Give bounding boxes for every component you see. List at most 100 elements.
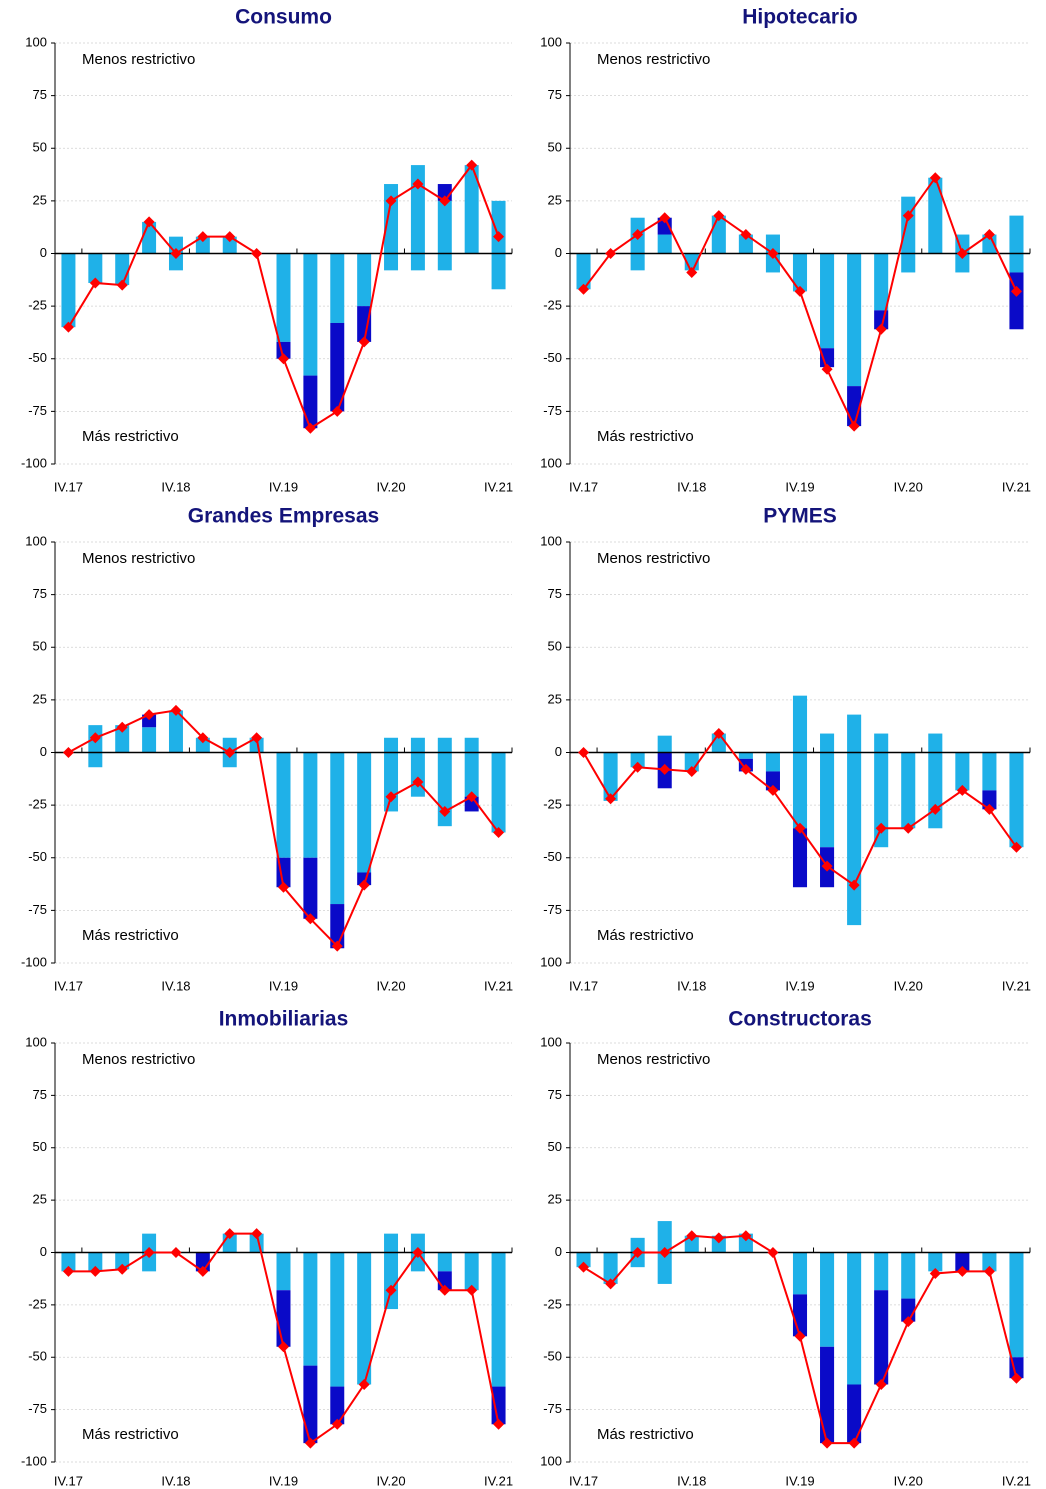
x-tick-label: IV.21 bbox=[484, 479, 513, 494]
y-tick-label: 100 bbox=[25, 533, 47, 548]
marker bbox=[794, 285, 806, 297]
bar bbox=[491, 1386, 506, 1425]
marker bbox=[983, 803, 995, 815]
x-tick-label: IV.21 bbox=[1002, 978, 1031, 993]
bar bbox=[464, 1252, 479, 1291]
x-tick-label: IV.20 bbox=[376, 1473, 405, 1488]
bar bbox=[303, 253, 318, 376]
marker bbox=[143, 709, 155, 721]
bar bbox=[437, 200, 452, 254]
y-tick-label: -25 bbox=[28, 1296, 47, 1311]
bar bbox=[491, 1252, 506, 1387]
marker bbox=[686, 266, 698, 278]
y-tick-label: 50 bbox=[33, 639, 47, 654]
bar bbox=[384, 1252, 399, 1310]
bar bbox=[630, 253, 645, 271]
bar bbox=[955, 253, 970, 273]
annotation: Menos restrictivo bbox=[597, 1051, 710, 1068]
bar bbox=[168, 253, 183, 271]
bar bbox=[711, 215, 726, 254]
marker bbox=[578, 283, 590, 295]
bar bbox=[88, 752, 103, 768]
marker bbox=[956, 1265, 968, 1277]
bar bbox=[1009, 215, 1024, 254]
marker bbox=[902, 1316, 914, 1328]
bar bbox=[847, 714, 862, 753]
bar bbox=[384, 752, 399, 812]
bar bbox=[384, 737, 399, 753]
bar bbox=[303, 1365, 318, 1444]
y-tick-label: 75 bbox=[33, 586, 47, 601]
marker bbox=[848, 420, 860, 432]
y-tick-label: 100 bbox=[540, 455, 562, 470]
bar bbox=[357, 253, 372, 307]
bar bbox=[657, 735, 672, 753]
x-tick-label: IV.21 bbox=[1002, 1473, 1031, 1488]
x-tick-label: IV.18 bbox=[677, 978, 706, 993]
bar bbox=[955, 1252, 970, 1272]
bar bbox=[684, 1235, 699, 1253]
bar bbox=[330, 253, 345, 323]
y-tick-label: -100 bbox=[21, 1453, 47, 1468]
bar bbox=[765, 752, 780, 772]
marker bbox=[929, 1267, 941, 1279]
bar bbox=[576, 1252, 591, 1268]
bar bbox=[874, 1252, 889, 1291]
marker bbox=[686, 1230, 698, 1242]
y-tick-label: 0 bbox=[40, 1244, 47, 1259]
bar bbox=[874, 253, 889, 311]
marker bbox=[632, 1247, 644, 1258]
y-tick-label: -25 bbox=[543, 298, 562, 313]
y-tick-label: 25 bbox=[33, 192, 47, 207]
y-tick-label: -25 bbox=[28, 298, 47, 313]
marker bbox=[358, 1378, 370, 1390]
y-tick-label: 75 bbox=[33, 1087, 47, 1102]
y-tick-label: 25 bbox=[548, 1192, 562, 1207]
x-tick-label: IV.19 bbox=[269, 1473, 298, 1488]
marker bbox=[89, 732, 101, 744]
bar bbox=[437, 1252, 452, 1272]
bar bbox=[195, 236, 210, 254]
marker bbox=[902, 822, 914, 834]
x-tick-label: IV.19 bbox=[785, 1473, 814, 1488]
bar bbox=[303, 375, 318, 429]
x-tick-label: IV.19 bbox=[269, 978, 298, 993]
y-tick-label: 50 bbox=[548, 639, 562, 654]
bar bbox=[384, 253, 399, 271]
x-tick-label: IV.18 bbox=[677, 1473, 706, 1488]
x-tick-label: IV.19 bbox=[785, 479, 814, 494]
bar bbox=[276, 752, 291, 858]
bar bbox=[901, 752, 916, 829]
bar bbox=[410, 752, 425, 797]
bar bbox=[792, 1294, 808, 1337]
y-tick-label: 0 bbox=[555, 1244, 562, 1259]
y-tick-label: 25 bbox=[548, 691, 562, 706]
bar bbox=[330, 752, 345, 905]
marker bbox=[713, 210, 725, 222]
marker bbox=[116, 1263, 128, 1275]
x-tick-label: IV.17 bbox=[54, 1473, 83, 1488]
bar bbox=[303, 1252, 318, 1366]
marker bbox=[713, 1232, 725, 1244]
y-tick-label: -50 bbox=[28, 1349, 47, 1364]
bar bbox=[874, 752, 889, 848]
y-tick-label: 0 bbox=[40, 245, 47, 260]
bar bbox=[1009, 752, 1024, 848]
bar bbox=[847, 1252, 862, 1385]
bar bbox=[357, 306, 372, 342]
marker bbox=[331, 1418, 343, 1430]
marker bbox=[659, 763, 671, 775]
bar bbox=[657, 1252, 672, 1284]
bar bbox=[982, 790, 997, 810]
bar bbox=[874, 1290, 889, 1385]
x-tick-label: IV.19 bbox=[269, 479, 298, 494]
x-tick-label: IV.18 bbox=[677, 479, 706, 494]
y-tick-label: 25 bbox=[33, 691, 47, 706]
marker bbox=[1010, 841, 1022, 853]
marker bbox=[466, 791, 478, 803]
bar bbox=[276, 1252, 291, 1291]
marker bbox=[632, 761, 644, 773]
marker bbox=[740, 763, 752, 775]
